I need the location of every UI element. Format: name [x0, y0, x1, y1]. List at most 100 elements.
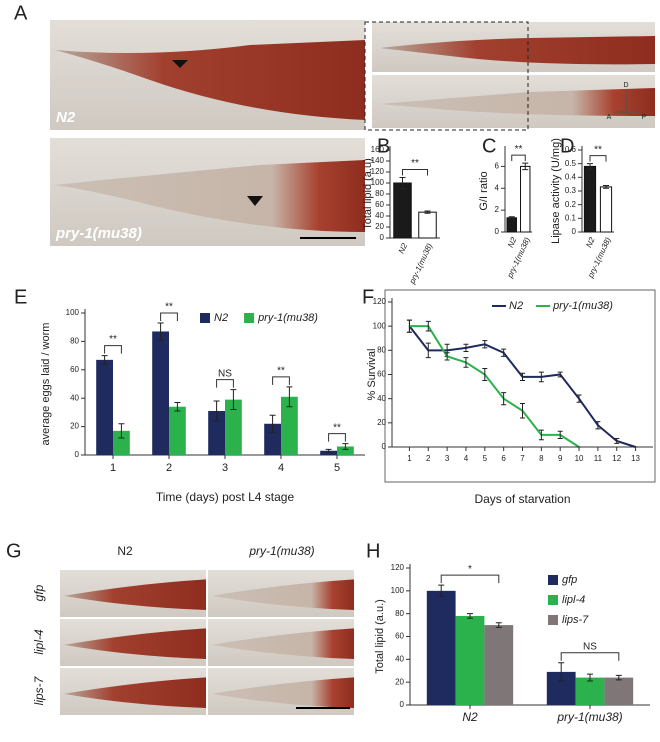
bar — [455, 615, 485, 705]
significance-label: NS — [218, 368, 232, 379]
error-bar — [424, 210, 431, 214]
x-axis-label: Days of starvation — [474, 492, 570, 506]
x-tick-label: 1 — [110, 462, 116, 474]
x-tick-label: 4 — [464, 454, 469, 463]
y-tick-label: 6 — [495, 162, 500, 171]
error-bar — [558, 662, 565, 682]
error-bar — [522, 162, 529, 171]
x-tick-label: N2 — [462, 710, 478, 724]
y-tick-label: 100 — [66, 308, 80, 317]
x-tick-label: 13 — [631, 454, 640, 463]
legend-label: pry-1(mu38) — [552, 300, 613, 312]
x-tick-label: 2 — [426, 454, 431, 463]
error-bar — [399, 177, 406, 189]
significance-label: ** — [277, 365, 285, 376]
worm — [55, 40, 365, 120]
error-bar — [425, 320, 431, 332]
bar — [264, 423, 281, 455]
micrograph-panel-g: G N2 pry-1(mu38) gfp lipl-4 lips-7 — [6, 540, 354, 715]
bar — [393, 182, 412, 239]
y-tick-label: 120 — [371, 167, 385, 176]
x-tick-label: N2 — [397, 241, 410, 255]
worm — [64, 628, 206, 659]
y-tick-label: 80 — [70, 337, 79, 346]
bar — [113, 430, 130, 455]
x-axis-label: Time (days) post L4 stage — [156, 490, 295, 504]
error-bar — [325, 448, 332, 453]
legend-swatch — [244, 313, 255, 323]
x-tick-label: 1 — [407, 454, 412, 463]
bar — [169, 406, 186, 455]
error-bar — [463, 343, 469, 353]
row-label: lips-7 — [32, 675, 46, 705]
y-tick-label: 0.2 — [565, 200, 577, 209]
panel-label: C — [482, 135, 496, 157]
x-tick-label: 10 — [575, 454, 584, 463]
y-tick-label: 0 — [495, 227, 500, 236]
error-bar — [520, 403, 525, 419]
bar — [520, 165, 531, 233]
bar — [599, 186, 613, 233]
significance-bracket — [328, 433, 346, 442]
compass-label: A — [607, 114, 612, 121]
error-bar — [174, 401, 181, 412]
y-tick-label: 0.5 — [565, 159, 577, 168]
y-tick-label: 100 — [373, 321, 387, 330]
x-tick-label: 11 — [594, 454, 603, 463]
error-bar — [538, 371, 544, 383]
bar — [208, 410, 225, 455]
y-tick-label: 0 — [400, 700, 405, 709]
worm — [55, 160, 365, 232]
significance-bracket — [104, 345, 122, 354]
bar — [96, 359, 113, 455]
y-axis-label: Lipase activity (U/mg) — [550, 138, 562, 244]
legend-swatch — [548, 575, 558, 585]
x-tick-label: 3 — [222, 462, 228, 474]
image-label: N2 — [56, 109, 76, 126]
error-bar — [463, 357, 469, 368]
error-bar — [587, 673, 593, 682]
error-bar — [269, 414, 276, 433]
significance-bracket — [589, 155, 607, 162]
legend-label: N2 — [214, 312, 228, 324]
significance-bracket — [216, 379, 234, 388]
y-tick-label: 120 — [373, 297, 387, 306]
x-tick-label: 5 — [483, 454, 488, 463]
y-tick-label: 4 — [495, 183, 500, 192]
error-bar — [157, 322, 164, 341]
image-label: pry-1(mu38) — [55, 225, 142, 242]
panel-label: A — [14, 2, 28, 24]
y-tick-label: 60 — [377, 370, 386, 379]
x-tick-label: pry-1(mu38) — [407, 242, 434, 286]
error-bar — [603, 185, 609, 189]
bar — [604, 677, 634, 705]
error-bar — [587, 163, 593, 170]
error-bar — [557, 430, 563, 440]
arrowhead — [172, 60, 188, 68]
error-bar — [595, 421, 601, 430]
y-tick-label: 0.3 — [565, 186, 577, 195]
x-tick-label: 9 — [558, 454, 563, 463]
bar — [281, 396, 298, 455]
y-tick-label: 60 — [395, 632, 404, 641]
significance-bracket — [272, 376, 290, 385]
y-tick-label: 40 — [70, 393, 79, 402]
error-bar — [438, 584, 445, 598]
error-bar — [501, 392, 507, 406]
worm — [212, 579, 354, 610]
y-tick-label: 0 — [572, 227, 577, 236]
bar — [320, 450, 337, 455]
worm — [64, 579, 206, 610]
panel-label: F — [362, 286, 374, 308]
error-bar — [213, 400, 220, 422]
worm — [212, 677, 354, 708]
error-bar — [444, 352, 450, 361]
compass-label: D — [623, 82, 628, 89]
significance-bracket — [402, 169, 428, 176]
y-tick-label: 80 — [395, 609, 404, 618]
error-bar — [614, 438, 620, 444]
x-tick-label: N2 — [584, 235, 597, 249]
row-label: lipl-4 — [32, 629, 46, 655]
x-tick-label: 6 — [501, 454, 506, 463]
